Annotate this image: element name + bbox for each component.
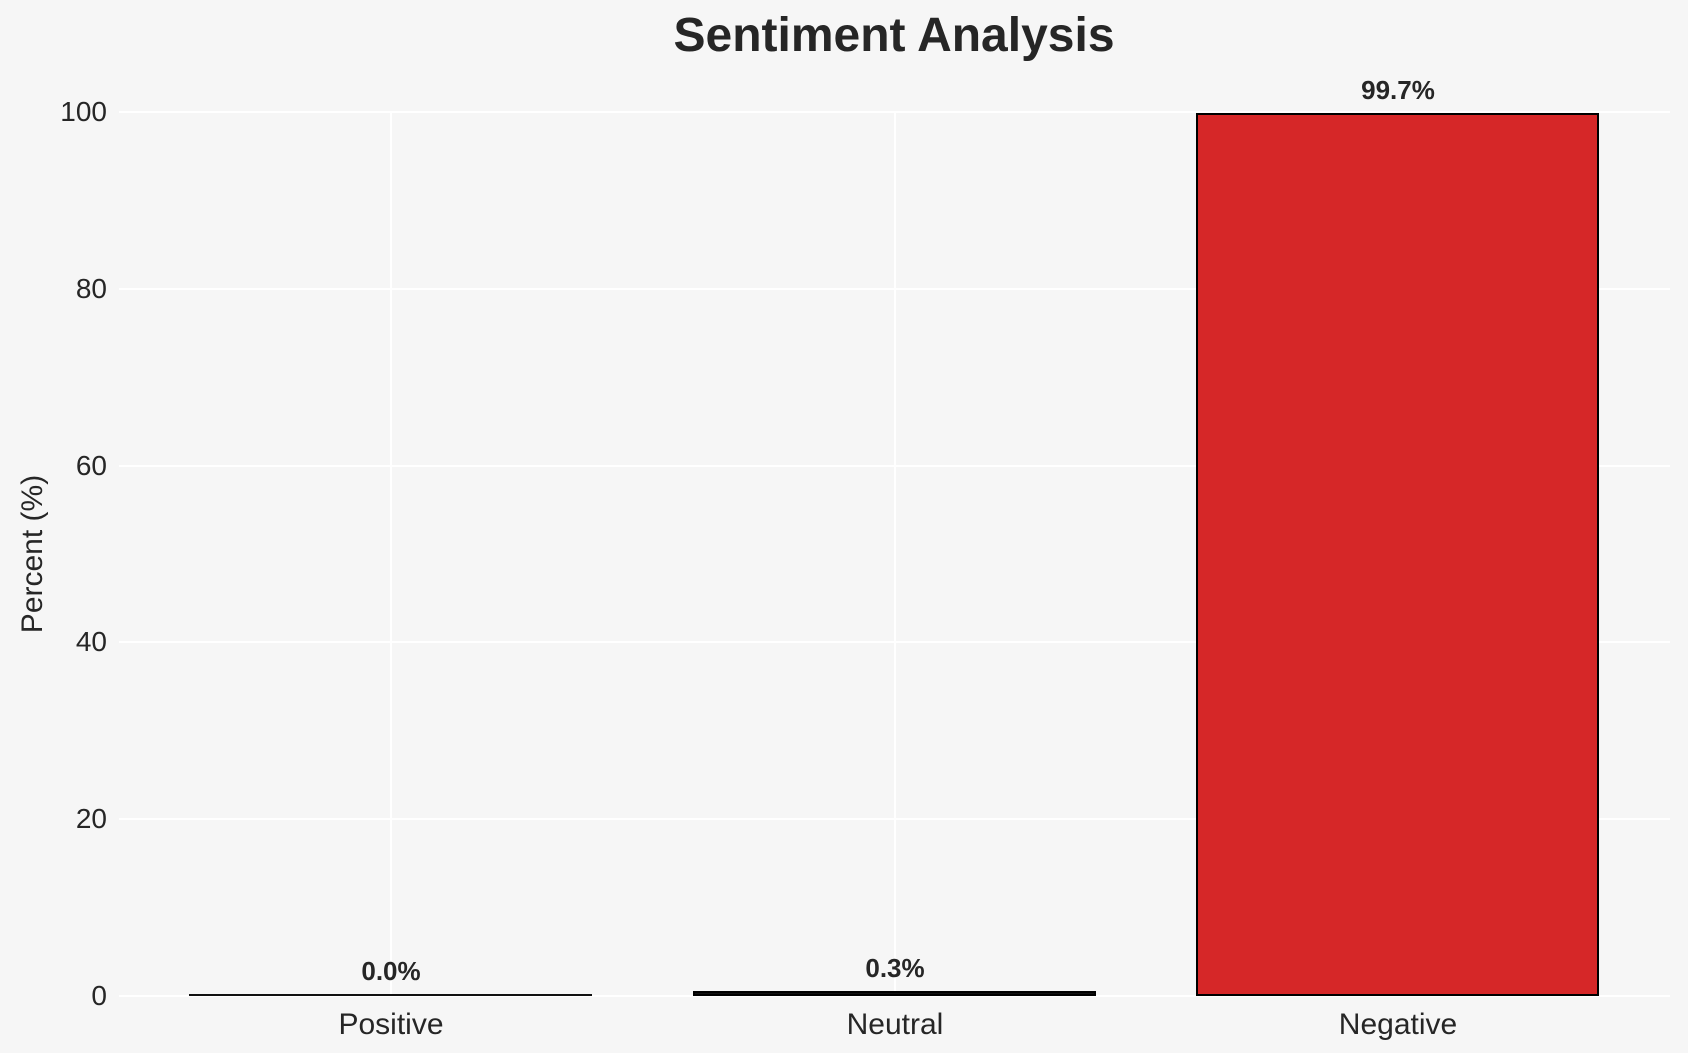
y-tick-label: 0 [91, 980, 107, 1011]
v-gridline [390, 112, 392, 996]
y-axis-label: Percent (%) [16, 474, 49, 634]
y-tick-label: 60 [75, 450, 107, 481]
bar-value-label: 0.3% [865, 953, 925, 983]
h-gridline [119, 995, 1670, 997]
bar-neutral [693, 991, 1096, 996]
x-tick-label: Negative [1338, 1008, 1458, 1041]
y-tick-label: 80 [75, 273, 107, 304]
bar-value-label: 0.0% [361, 956, 421, 986]
y-tick-label: 20 [75, 803, 107, 834]
x-tick-label: Neutral [846, 1008, 944, 1041]
bar-value-label: 99.7% [1361, 75, 1435, 105]
y-tick-label: 40 [75, 626, 107, 657]
chart-title: Sentiment Analysis [673, 9, 1115, 62]
bar-positive [189, 994, 592, 996]
v-gridline [894, 112, 896, 996]
x-tick-label: Positive [338, 1008, 444, 1041]
y-tick-label: 100 [60, 96, 107, 127]
bar-negative [1196, 113, 1599, 996]
